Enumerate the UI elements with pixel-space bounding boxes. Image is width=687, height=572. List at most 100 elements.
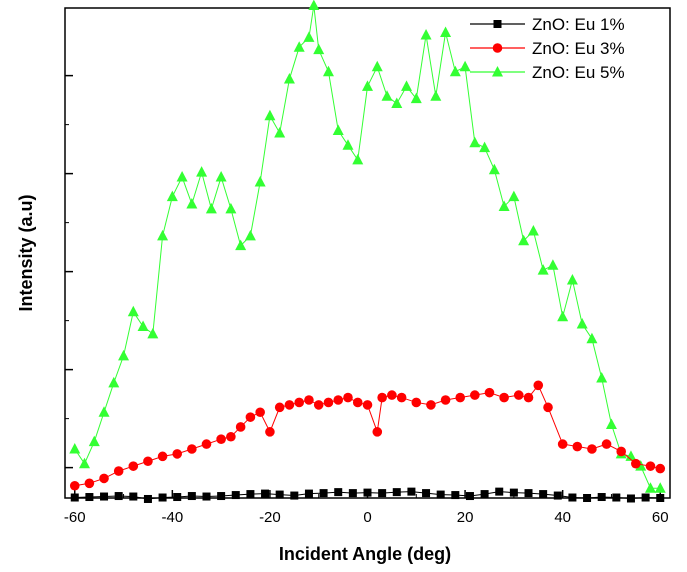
data-point [172,449,183,459]
series-line [74,5,661,489]
data-point [217,492,226,501]
data-point [401,80,413,91]
data-point [333,395,344,405]
data-point [334,488,343,497]
data-point [587,444,597,454]
data-point [440,395,451,405]
data-point [523,392,534,403]
data-point [143,494,152,503]
data-point [583,494,592,502]
data-point [625,450,637,461]
data-point [641,493,650,502]
data-point [391,97,403,109]
data-point [264,109,276,121]
data-point [656,494,665,502]
data-point [480,490,489,499]
data-point [108,376,120,388]
data-point [410,92,422,104]
x-tick-label: -60 [64,509,86,526]
data-point [377,392,387,403]
data-point [362,80,373,91]
data-point [293,41,305,52]
data-point [498,200,510,211]
data-point [449,65,461,77]
data-point [363,488,372,497]
data-point [187,492,196,501]
data-point [127,305,139,317]
data-point [654,482,666,493]
data-point [157,451,168,462]
data-point [508,190,520,202]
data-point [348,489,357,498]
data-point [539,490,548,499]
data-point [319,489,328,498]
series-2 [69,380,666,491]
data-point [631,458,641,469]
data-point [99,473,109,484]
data-point [157,229,169,241]
legend-label: ZnO: Eu 3% [532,39,625,58]
data-point [455,392,466,403]
data-point [484,387,495,398]
data-point [459,60,471,72]
data-point [290,491,299,500]
data-point [586,332,598,344]
data-point [216,434,226,445]
data-point [313,43,325,55]
data-point [422,489,431,498]
data-point [225,202,237,214]
data-point [69,443,81,454]
data-point [451,491,460,500]
data-point [114,492,123,501]
data-point [255,407,265,418]
data-point [261,489,270,498]
data-point [235,239,247,251]
x-axis-ticks: -60 -40 -20 0 20 40 60 [64,490,669,526]
data-point [158,493,167,502]
x-tick-label: 20 [457,509,474,526]
data-point [524,489,533,498]
data-point [387,390,397,400]
data-point [576,318,588,329]
data-point [70,493,79,502]
data-point [626,494,635,503]
data-point [533,380,544,391]
x-tick-label: 40 [554,509,571,526]
data-point [362,400,373,410]
y-axis-ticks [65,74,73,469]
data-point [98,406,110,417]
data-point [129,492,138,501]
data-point [407,487,416,496]
data-point [294,397,304,408]
x-tick-label: 60 [652,509,669,526]
data-point [499,392,509,403]
data-point [635,460,647,471]
data-point [557,310,569,322]
data-point [527,224,539,236]
data-point [488,163,500,175]
data-point [495,487,504,496]
data-point [196,166,208,177]
x-tick-label: 0 [363,509,371,526]
data-point [304,489,313,498]
data-point [303,31,315,42]
y-axis-label: Intensity (a.u) [16,194,36,311]
series-layer [69,0,666,503]
data-point [644,482,656,493]
legend: ZnO: Eu 1% ZnO: Eu 3% ZnO: Eu 5% [470,15,625,82]
data-point [343,392,353,403]
data-point [69,480,80,491]
data-point [85,493,94,502]
data-point [284,400,295,410]
data-point [513,390,524,400]
data-point [313,400,324,410]
data-point [128,461,139,471]
data-point [235,422,246,432]
data-point [100,492,109,501]
data-point [597,493,606,502]
data-point [187,444,197,454]
legend-marker [492,66,503,77]
series-3 [69,0,666,493]
legend-marker [493,20,502,28]
data-point [245,412,256,422]
